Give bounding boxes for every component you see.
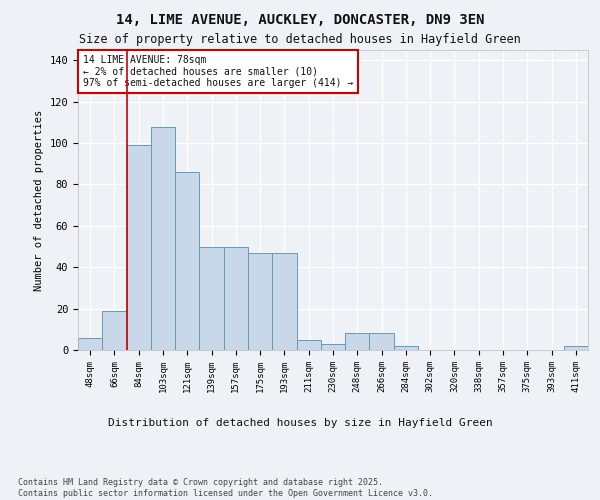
Bar — [248, 253, 272, 350]
Text: Contains HM Land Registry data © Crown copyright and database right 2025.
Contai: Contains HM Land Registry data © Crown c… — [18, 478, 433, 498]
Bar — [224, 246, 248, 350]
Text: 14, LIME AVENUE, AUCKLEY, DONCASTER, DN9 3EN: 14, LIME AVENUE, AUCKLEY, DONCASTER, DN9… — [116, 12, 484, 26]
Bar — [272, 253, 296, 350]
Bar — [370, 334, 394, 350]
Bar — [394, 346, 418, 350]
Bar — [321, 344, 345, 350]
Bar — [78, 338, 102, 350]
Bar — [296, 340, 321, 350]
Bar — [151, 126, 175, 350]
Bar — [127, 145, 151, 350]
Bar — [564, 346, 588, 350]
Text: Size of property relative to detached houses in Hayfield Green: Size of property relative to detached ho… — [79, 32, 521, 46]
Bar — [175, 172, 199, 350]
Text: Distribution of detached houses by size in Hayfield Green: Distribution of detached houses by size … — [107, 418, 493, 428]
Bar — [199, 246, 224, 350]
Text: 14 LIME AVENUE: 78sqm
← 2% of detached houses are smaller (10)
97% of semi-detac: 14 LIME AVENUE: 78sqm ← 2% of detached h… — [83, 54, 353, 88]
Y-axis label: Number of detached properties: Number of detached properties — [34, 110, 44, 290]
Bar — [345, 334, 370, 350]
Bar — [102, 310, 127, 350]
